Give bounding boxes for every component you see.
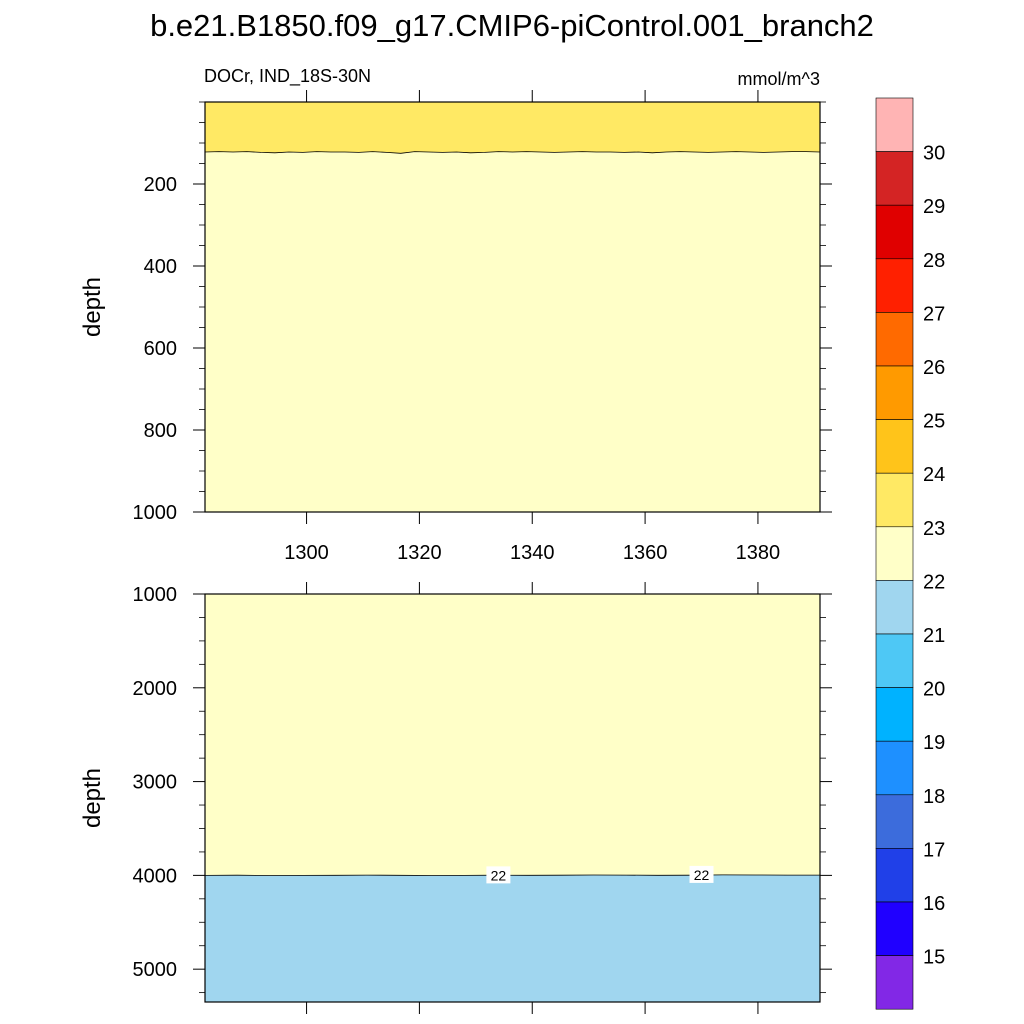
colorbar-box — [875, 151, 914, 206]
y-tick-label: 600 — [144, 338, 177, 360]
contour-label-box — [486, 866, 511, 884]
region-22-23 — [205, 594, 820, 876]
y-tick-label: 800 — [144, 420, 177, 442]
contour-label: 22 — [491, 867, 507, 883]
colorbar-box — [875, 901, 914, 956]
colorbar-box — [875, 687, 914, 742]
contour-label: 22 — [694, 867, 710, 883]
colorbar-box — [875, 258, 914, 313]
colorbar-label: 18 — [923, 786, 945, 808]
upper-panel: 200 400 600 800 1000 1300 1320 1340 1360 1380 dept… — [79, 90, 832, 564]
y-axis-label: depth — [79, 277, 106, 337]
colorbar-label: 23 — [923, 518, 945, 540]
colorbar-label: 30 — [923, 143, 945, 165]
y-tick-label: 2000 — [133, 678, 178, 700]
y-tick-label: 1000 — [133, 502, 178, 524]
colorbar-label: 20 — [923, 679, 945, 701]
colorbar-label: 17 — [923, 839, 945, 861]
y-tick-label: 400 — [144, 256, 177, 278]
y-tick-label: 200 — [144, 174, 177, 196]
contour-line — [204, 874, 820, 876]
colorbar-label: 27 — [923, 303, 945, 325]
y-tick-label: 3000 — [133, 772, 178, 794]
lower-panel: 22 22 1000 2000 3000 4000 5000 depth — [79, 582, 832, 1014]
colorbar-box — [875, 204, 914, 260]
region-23-24 — [205, 102, 820, 154]
colorbar-label: 22 — [923, 571, 945, 593]
colorbar-label: 25 — [923, 411, 945, 433]
y-tick-label: 4000 — [133, 865, 178, 887]
x-tick-label: 1360 — [623, 542, 668, 564]
colorbar-box — [875, 365, 914, 420]
contour-line — [204, 151, 821, 154]
colorbar-label: 15 — [923, 947, 945, 969]
x-tick-label: 1300 — [284, 542, 329, 564]
y-tick-label: 5000 — [133, 959, 178, 981]
colorbar-label: 28 — [923, 250, 945, 272]
colorbar-box — [875, 472, 914, 528]
x-tick-label: 1380 — [736, 542, 781, 564]
y-tick-label: 1000 — [133, 584, 178, 606]
colorbar-label: 19 — [923, 732, 945, 754]
colorbar-label: 29 — [923, 196, 945, 218]
upper-units-label: mmol/m^3 — [738, 69, 820, 89]
region-22-23 — [205, 102, 820, 512]
colorbar-box — [875, 633, 914, 688]
x-tick-label: 1320 — [397, 542, 442, 564]
contour-label-box — [689, 865, 714, 883]
colorbar-box — [875, 848, 914, 903]
colorbar-box — [875, 312, 914, 367]
colorbar-label: 26 — [923, 357, 945, 379]
colorbar: 30 29 28 27 26 25 24 23 22 21 20 19 18 17 16 15 — [875, 97, 945, 1010]
colorbar-label: 21 — [923, 625, 945, 647]
colorbar-box — [875, 97, 914, 152]
colorbar-box — [875, 794, 914, 849]
figure-title: b.e21.B1850.f09_g17.CMIP6-piControl.001_… — [150, 8, 874, 43]
colorbar-box — [875, 419, 914, 474]
y-axis-label: depth — [79, 768, 106, 828]
upper-left-label: DOCr, IND_18S-30N — [204, 66, 371, 87]
colorbar-box — [875, 526, 914, 581]
plot-frame — [204, 593, 821, 1003]
colorbar-label: 24 — [923, 464, 945, 486]
colorbar-box — [875, 580, 914, 635]
colorbar-box — [875, 740, 914, 796]
x-tick-label: 1340 — [510, 542, 555, 564]
colorbar-box — [875, 955, 914, 1010]
colorbar-label: 16 — [923, 893, 945, 915]
